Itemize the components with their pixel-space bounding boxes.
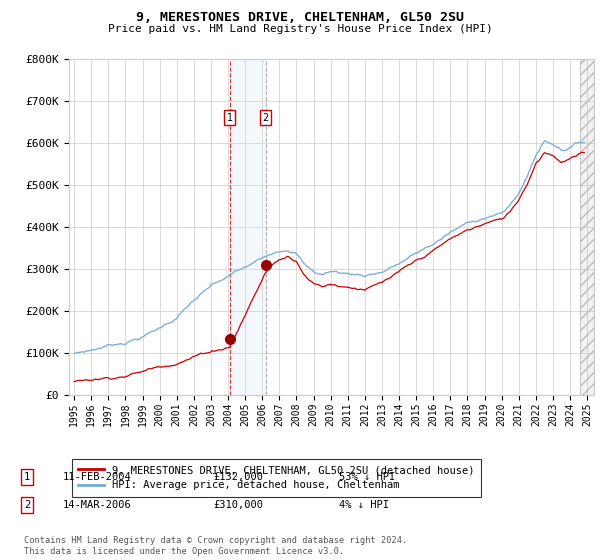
Text: 2: 2 bbox=[24, 500, 30, 510]
Text: 9, MERESTONES DRIVE, CHELTENHAM, GL50 2SU: 9, MERESTONES DRIVE, CHELTENHAM, GL50 2S… bbox=[136, 11, 464, 24]
Text: 1: 1 bbox=[227, 113, 233, 123]
Legend: 9, MERESTONES DRIVE, CHELTENHAM, GL50 2SU (detached house), HPI: Average price, : 9, MERESTONES DRIVE, CHELTENHAM, GL50 2S… bbox=[71, 459, 481, 497]
Bar bbox=[580, 59, 594, 395]
Text: Price paid vs. HM Land Registry's House Price Index (HPI): Price paid vs. HM Land Registry's House … bbox=[107, 24, 493, 34]
Bar bbox=[580, 59, 594, 395]
Text: 14-MAR-2006: 14-MAR-2006 bbox=[63, 500, 132, 510]
Text: 1: 1 bbox=[24, 472, 30, 482]
Bar bbox=[230, 59, 266, 395]
Text: Contains HM Land Registry data © Crown copyright and database right 2024.
This d: Contains HM Land Registry data © Crown c… bbox=[24, 536, 407, 556]
Text: 53% ↓ HPI: 53% ↓ HPI bbox=[339, 472, 395, 482]
Text: £132,000: £132,000 bbox=[213, 472, 263, 482]
Text: £310,000: £310,000 bbox=[213, 500, 263, 510]
Text: 11-FEB-2004: 11-FEB-2004 bbox=[63, 472, 132, 482]
Text: 2: 2 bbox=[263, 113, 269, 123]
Text: 4% ↓ HPI: 4% ↓ HPI bbox=[339, 500, 389, 510]
